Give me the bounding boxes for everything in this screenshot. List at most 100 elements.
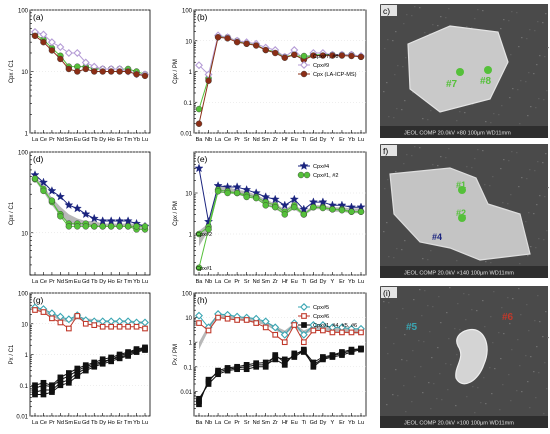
texture <box>403 385 405 387</box>
data-point <box>98 216 108 225</box>
data-point <box>72 203 82 213</box>
chart-a: 1 10 100 La Ce Pr Nd Sm Eu Gd Tb Dy Ho Er Tm Yb Lu Cpx / … <box>9 9 151 143</box>
texture <box>456 260 458 262</box>
data-point <box>338 207 346 214</box>
x-tick-label: Gd <box>310 137 317 143</box>
texture <box>547 187 549 189</box>
texture <box>507 203 509 205</box>
legend-marker <box>297 171 305 179</box>
x-tick-label: Er <box>339 279 345 285</box>
x-tick-label: Ce <box>40 137 47 143</box>
texture <box>393 257 395 259</box>
x-tick-label: Pr <box>49 137 55 143</box>
data-point <box>291 354 298 360</box>
panel-label: (a) <box>33 12 44 22</box>
chart-g: 0.01 0.1 1 10 100 La Ce Pr Nd Sm Eu Gd Tb Dy Ho Er Tm Yb L… <box>9 292 151 426</box>
x-tick-label: Sr <box>244 137 250 143</box>
sem-image-c: #7 #8 JEOL COMP 20.0kV ×80 100µm WD11mm c) <box>380 4 549 138</box>
x-tick-label: Nd <box>253 137 260 143</box>
y-tick-label: 1 <box>189 341 193 347</box>
legend-marker <box>301 322 307 328</box>
texture <box>438 296 440 298</box>
x-tick-label: Nd <box>57 279 64 285</box>
data-point <box>115 216 125 225</box>
x-tick-label: Yb <box>133 420 140 426</box>
texture <box>483 377 485 379</box>
panel-label: (e) <box>197 154 208 164</box>
data-point <box>234 363 240 370</box>
x-tick-label: Er <box>117 420 123 426</box>
data-point <box>233 189 241 197</box>
data-point <box>57 213 64 220</box>
data-point <box>107 223 115 230</box>
chart-h: 0.01 0.1 1 10 100 Ba Nb La Ce Pr Sr Nd Sm Zr Hf Eu Ti Gd D… <box>173 292 367 426</box>
texture <box>431 357 433 359</box>
texture <box>482 10 484 12</box>
data-point <box>291 51 298 58</box>
x-tick-label: Sr <box>244 279 250 285</box>
data-point <box>99 360 106 367</box>
data-point <box>234 317 240 323</box>
texture <box>414 6 416 8</box>
x-tick-label: Ce <box>40 279 47 285</box>
label-text: c) <box>383 6 390 16</box>
x-tick-label: Lu <box>358 420 364 426</box>
plot-frame <box>29 151 151 276</box>
texture <box>527 115 529 117</box>
x-tick-label: Lu <box>142 279 148 285</box>
data-point <box>272 49 279 57</box>
data-point <box>141 223 149 230</box>
data-point <box>233 38 241 46</box>
x-tick-label: La <box>32 420 39 426</box>
legend-label: Cpx#5 <box>313 305 329 311</box>
texture <box>387 353 389 355</box>
texture <box>539 321 541 323</box>
texture <box>517 89 519 91</box>
texture <box>430 110 432 112</box>
texture <box>519 365 521 367</box>
texture <box>546 230 548 232</box>
texture <box>536 204 538 206</box>
texture <box>397 65 399 67</box>
data-point <box>116 68 123 75</box>
texture <box>503 333 505 335</box>
texture <box>498 114 500 116</box>
texture <box>527 381 529 383</box>
data-point <box>300 211 308 218</box>
texture <box>405 411 407 413</box>
x-tick-label: Yb <box>348 137 355 143</box>
y-tick-label: 0.01 <box>16 415 28 421</box>
texture <box>547 47 549 49</box>
texture <box>533 73 535 75</box>
data-point <box>195 105 203 113</box>
spot-label: #2 <box>456 208 466 218</box>
y-tick-label: 10 <box>185 39 192 45</box>
y-tick-label: 0.01 <box>180 132 192 138</box>
x-tick-label: Sm <box>262 137 271 143</box>
x-tick-label: Yb <box>133 279 140 285</box>
texture <box>396 318 398 320</box>
x-tick-label: Sm <box>262 420 271 426</box>
texture <box>422 118 424 120</box>
texture <box>466 396 468 398</box>
data-point <box>243 362 250 368</box>
sem-footer-text: JEOL COMP 20.0kV ×80 100µm WD11mm <box>404 131 511 137</box>
texture <box>516 390 518 392</box>
texture <box>545 13 547 15</box>
texture <box>508 20 510 22</box>
data-point <box>99 223 106 230</box>
texture <box>542 336 544 338</box>
texture <box>454 328 456 330</box>
y-tick-label: 100 <box>18 292 29 298</box>
data-point <box>308 197 318 206</box>
texture <box>447 389 449 391</box>
data-point <box>55 191 65 201</box>
texture <box>516 12 518 14</box>
texture <box>476 310 478 312</box>
texture <box>482 300 484 302</box>
texture <box>536 346 538 348</box>
data-point <box>348 329 355 336</box>
data-point <box>214 188 222 195</box>
data-point <box>232 182 242 191</box>
texture <box>414 376 416 378</box>
